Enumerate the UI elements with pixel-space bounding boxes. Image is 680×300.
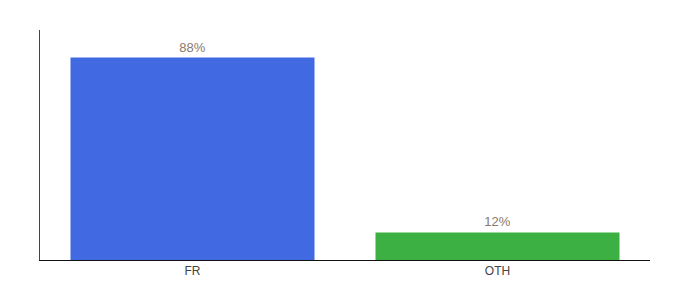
svg-text:88%: 88% (179, 40, 205, 55)
svg-text:OTH: OTH (485, 264, 510, 278)
svg-text:FR: FR (185, 264, 201, 278)
svg-text:12%: 12% (484, 214, 510, 229)
